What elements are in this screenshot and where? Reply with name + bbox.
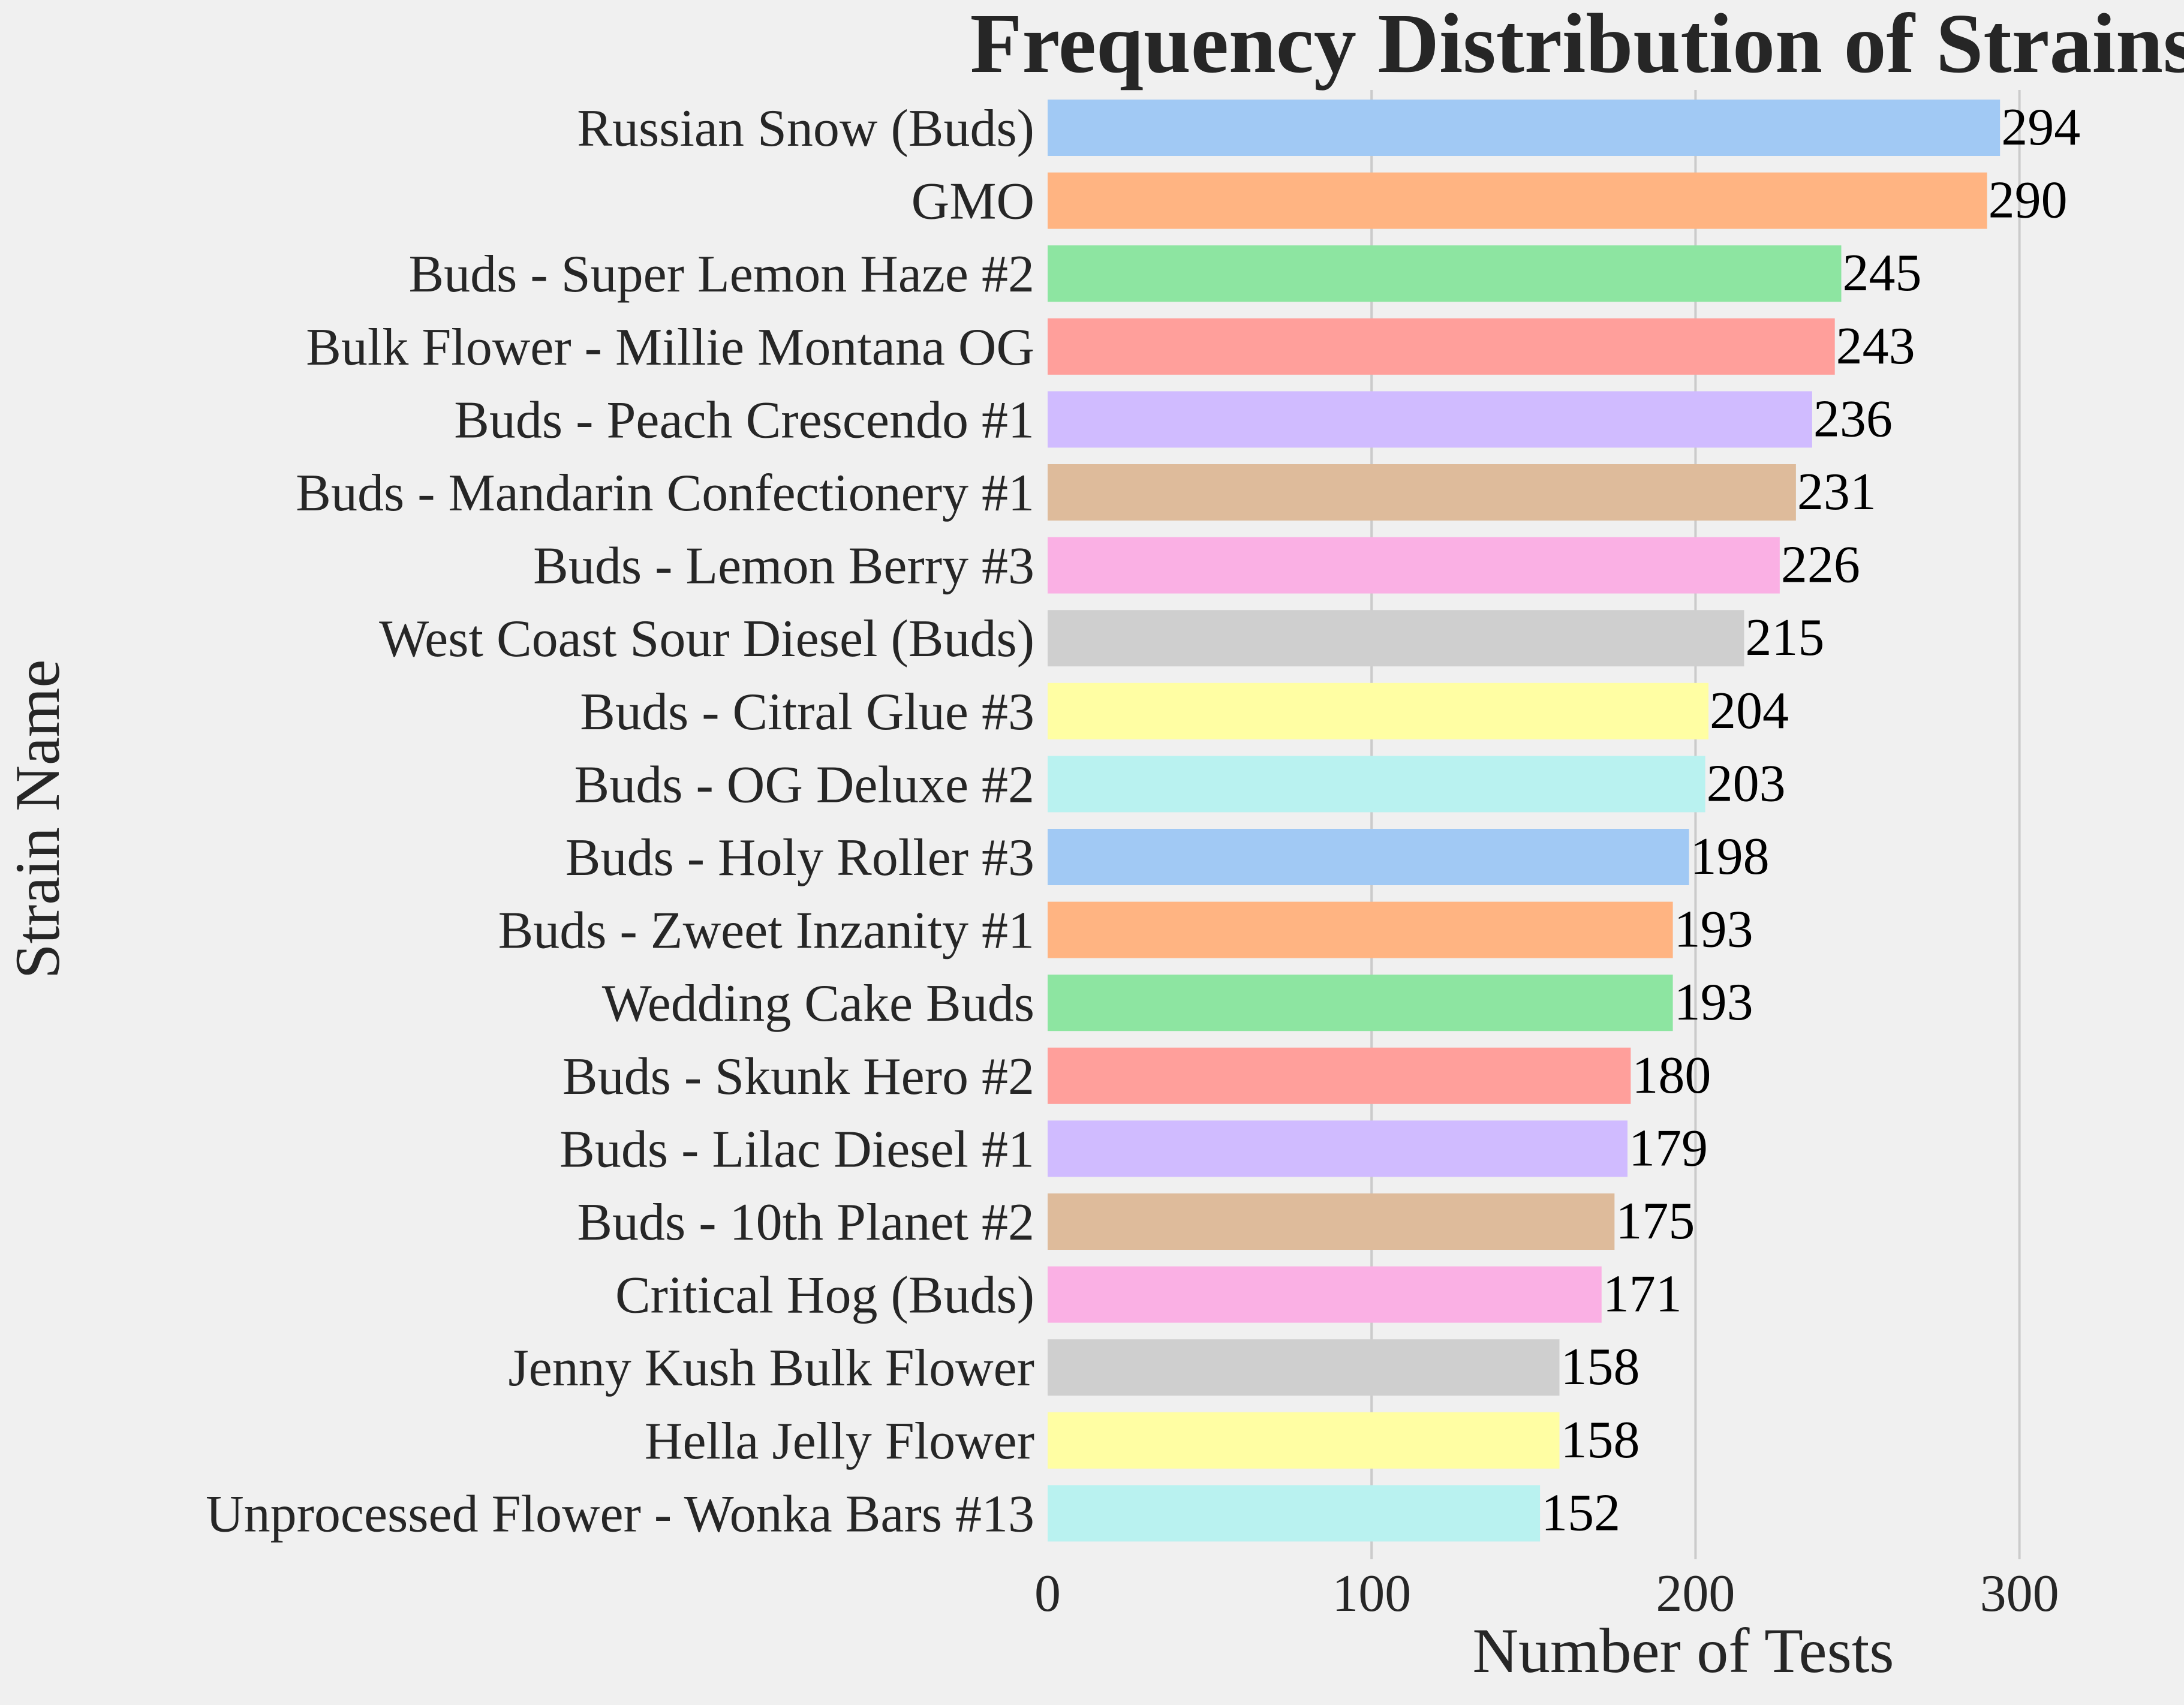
value-label: 193 xyxy=(1674,901,1753,959)
bar xyxy=(1048,318,1835,375)
category-label: Buds - Lemon Berry #3 xyxy=(533,537,1034,596)
value-label: 158 xyxy=(1561,1411,1640,1469)
category-label: Russian Snow (Buds) xyxy=(577,100,1034,158)
x-tick-label: 300 xyxy=(1980,1565,2059,1623)
bar xyxy=(1048,975,1673,1032)
value-label: 158 xyxy=(1561,1338,1640,1396)
category-labels: Russian Snow (Buds) GMO Buds - Super Lemon… xyxy=(206,100,1034,1543)
value-label: 226 xyxy=(1781,536,1860,594)
category-label: Bulk Flower - Millie Montana OG xyxy=(306,318,1034,377)
bar xyxy=(1048,1339,1560,1396)
value-label: 290 xyxy=(1989,172,2068,230)
bar xyxy=(1048,172,1987,229)
value-label: 204 xyxy=(1710,682,1789,740)
value-labels: 294 290 245 243 236 231 226 215 204 203 198 193 193 1… xyxy=(1541,98,2080,1542)
bar xyxy=(1048,1193,1615,1250)
value-label: 180 xyxy=(1632,1047,1711,1105)
category-label: Buds - Citral Glue #3 xyxy=(580,683,1034,741)
bar xyxy=(1048,391,1812,448)
category-label: West Coast Sour Diesel (Buds) xyxy=(379,610,1034,668)
value-label: 243 xyxy=(1836,317,1915,375)
bar xyxy=(1048,100,2001,156)
value-label: 203 xyxy=(1707,754,1786,813)
category-label: Buds - Skunk Hero #2 xyxy=(562,1048,1034,1106)
category-label: Buds - Lilac Diesel #1 xyxy=(559,1120,1034,1178)
value-label: 245 xyxy=(1842,244,1921,302)
value-label: 294 xyxy=(2001,98,2080,157)
category-label: Buds - Super Lemon Haze #2 xyxy=(408,245,1034,303)
category-label: Buds - Holy Roller #3 xyxy=(565,829,1034,887)
bars xyxy=(1048,100,2001,1542)
category-label: Buds - OG Deluxe #2 xyxy=(574,756,1034,814)
category-label: Unprocessed Flower - Wonka Bars #13 xyxy=(206,1485,1034,1543)
value-label: 171 xyxy=(1603,1265,1682,1324)
x-tick-label: 200 xyxy=(1656,1565,1735,1623)
bar xyxy=(1048,1047,1631,1104)
x-axis-label: Number of Tests xyxy=(1472,1616,1894,1686)
category-label: Buds - 10th Planet #2 xyxy=(577,1193,1034,1252)
bar xyxy=(1048,756,1705,813)
bar xyxy=(1048,245,1842,302)
bar xyxy=(1048,1266,1602,1323)
bar xyxy=(1048,829,1689,885)
value-label: 193 xyxy=(1674,973,1753,1032)
bar xyxy=(1048,537,1780,594)
value-label: 179 xyxy=(1629,1119,1708,1177)
y-axis-label: Strain Name xyxy=(2,660,73,979)
bar xyxy=(1048,1412,1560,1469)
x-tick-labels: 0 100 200 300 xyxy=(1034,1565,2059,1623)
category-label: Jenny Kush Bulk Flower xyxy=(508,1339,1034,1397)
bar xyxy=(1048,901,1673,958)
category-label: Buds - Peach Crescendo #1 xyxy=(454,391,1034,449)
bar xyxy=(1048,1120,1628,1177)
category-label: Buds - Zweet Inzanity #1 xyxy=(498,902,1034,960)
chart-title: Frequency Distribution of Strains xyxy=(970,0,2184,91)
bar xyxy=(1048,1485,1541,1542)
bar xyxy=(1048,464,1796,521)
category-label: Hella Jelly Flower xyxy=(645,1412,1034,1471)
category-label: Buds - Mandarin Confectionery #1 xyxy=(296,464,1034,522)
value-label: 236 xyxy=(1813,390,1893,448)
bar xyxy=(1048,610,1744,667)
value-label: 152 xyxy=(1541,1484,1620,1542)
bar xyxy=(1048,682,1709,739)
x-tick-label: 100 xyxy=(1332,1565,1411,1623)
value-label: 231 xyxy=(1797,463,1876,521)
value-label: 215 xyxy=(1745,609,1824,667)
value-label: 175 xyxy=(1616,1192,1695,1250)
x-tick-label: 0 xyxy=(1034,1565,1061,1623)
category-label: Wedding Cake Buds xyxy=(602,975,1034,1033)
gridlines xyxy=(1370,90,2021,1559)
value-label: 198 xyxy=(1690,828,1770,886)
category-label: GMO xyxy=(911,173,1034,231)
category-label: Critical Hog (Buds) xyxy=(615,1267,1034,1325)
